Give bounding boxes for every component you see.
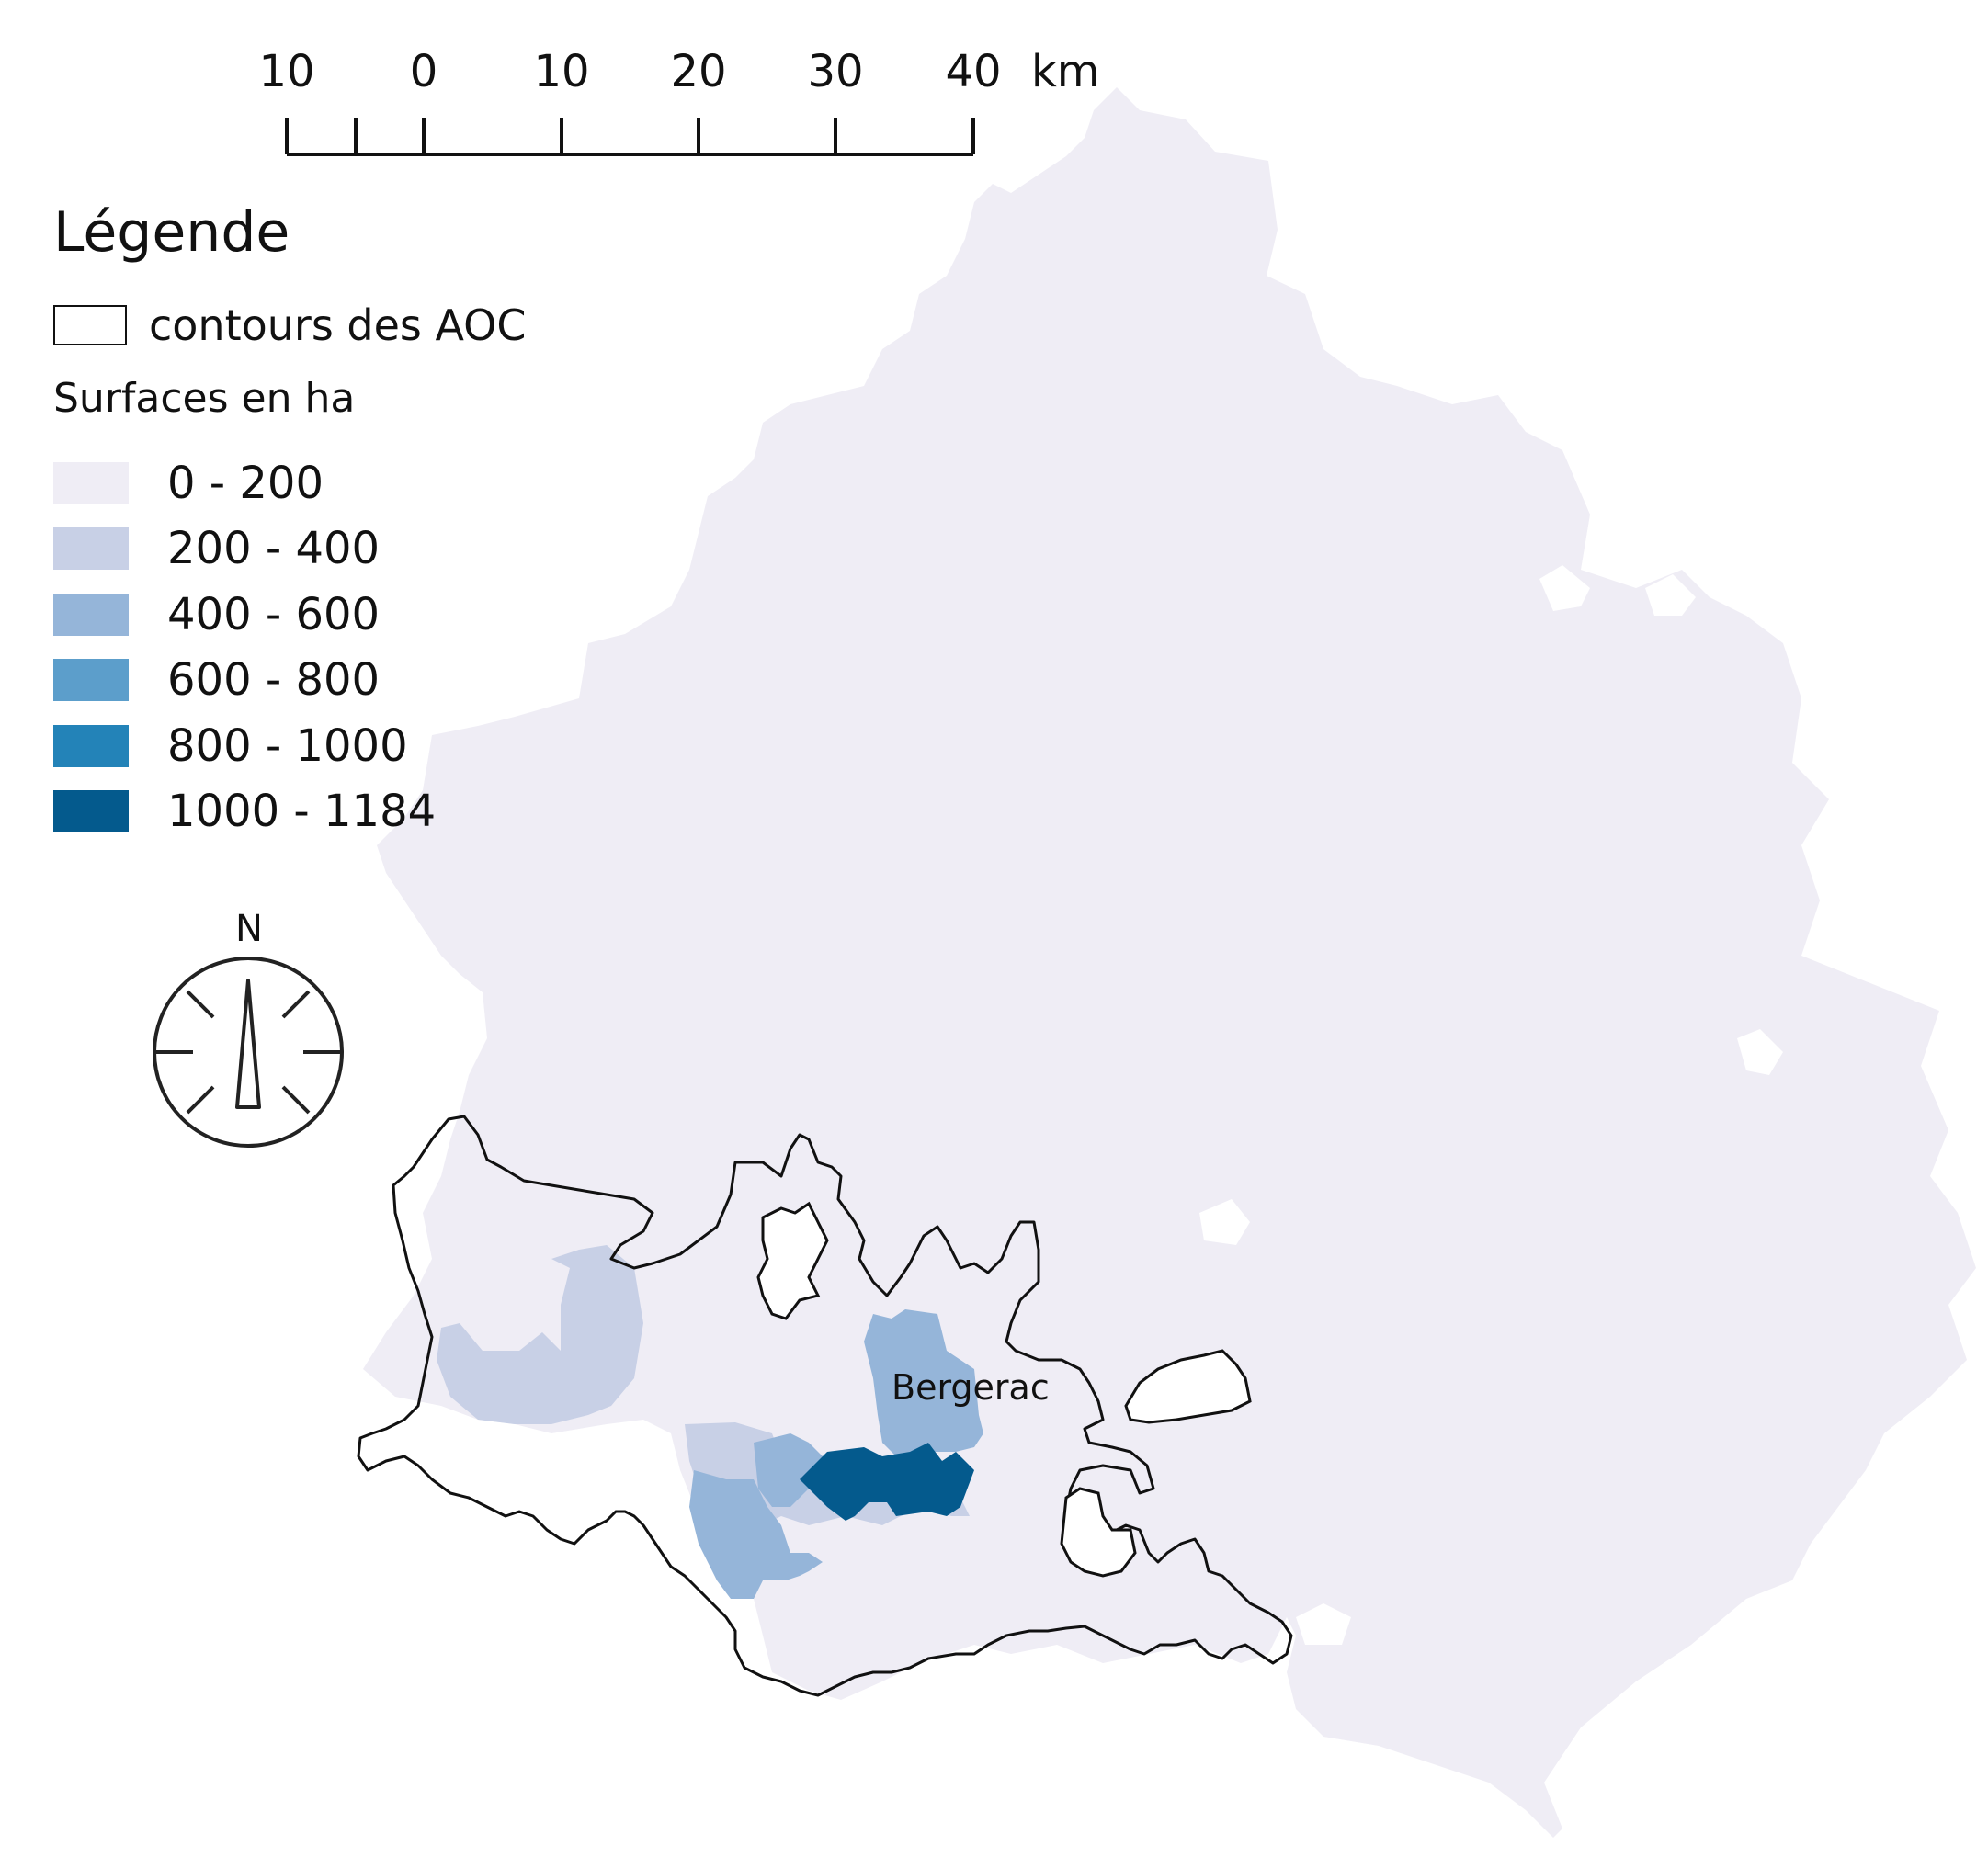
class-label: 200 - 400 — [167, 523, 381, 575]
class-label: 400 - 600 — [167, 588, 381, 640]
legend-class: 800 - 1000 — [53, 713, 436, 779]
legend-class: 0 - 200 — [53, 450, 436, 516]
aoc-contour-east-island — [1124, 1349, 1252, 1424]
scale-label: 40 — [945, 46, 1002, 97]
north-label: N — [235, 908, 263, 950]
legend-class: 1000 - 1184 — [53, 779, 436, 845]
legend-class: 200 - 400 — [53, 516, 436, 583]
scale-bar — [285, 118, 975, 156]
department-area — [363, 87, 1976, 1838]
legend-title: Légende — [53, 200, 290, 265]
commune-200-400 — [437, 1245, 643, 1424]
legend-class: 600 - 800 — [53, 648, 436, 714]
class-label: 600 - 800 — [167, 654, 381, 707]
scale-label: 10 — [533, 46, 590, 97]
class-swatch — [53, 593, 129, 636]
legend-class: 400 - 600 — [53, 582, 436, 648]
class-swatch — [53, 724, 129, 767]
scale-label: 0 — [409, 46, 438, 97]
legend-classes: 0 - 200 200 - 400 400 - 600 600 - 800 80… — [53, 450, 436, 844]
commune-400-600 — [689, 1470, 823, 1599]
commune-400-600 — [864, 1309, 983, 1461]
class-swatch — [53, 527, 129, 571]
legend-aoc-entry: contours des AOC — [53, 300, 527, 350]
class-swatch — [53, 659, 129, 702]
aoc-contour-north-enclave — [756, 1201, 829, 1320]
commune-1000-1184 — [800, 1443, 974, 1521]
scale-label: 10 — [258, 46, 315, 97]
class-swatch — [53, 461, 129, 504]
aoc-contour-main — [357, 1115, 1293, 1697]
enclaves — [1199, 565, 1783, 1645]
compass-rose-icon — [153, 957, 344, 1148]
scale-label: 20 — [670, 46, 727, 97]
class-label: 0 - 200 — [167, 457, 324, 509]
class-swatch — [53, 790, 129, 833]
commune-fills — [437, 1245, 983, 1599]
class-label: 1000 - 1184 — [167, 786, 437, 838]
aoc-contour-south-enclave — [1060, 1487, 1137, 1578]
scale-label: 30 — [807, 46, 864, 97]
class-label: 800 - 1000 — [167, 719, 408, 772]
city-label-bergerac: Bergerac — [892, 1367, 1050, 1408]
legend-subtitle: Surfaces en ha — [53, 375, 356, 422]
aoc-legend-label: contours des AOC — [149, 300, 527, 350]
scale-unit: km — [1031, 46, 1100, 97]
aoc-outline-swatch — [53, 305, 127, 345]
